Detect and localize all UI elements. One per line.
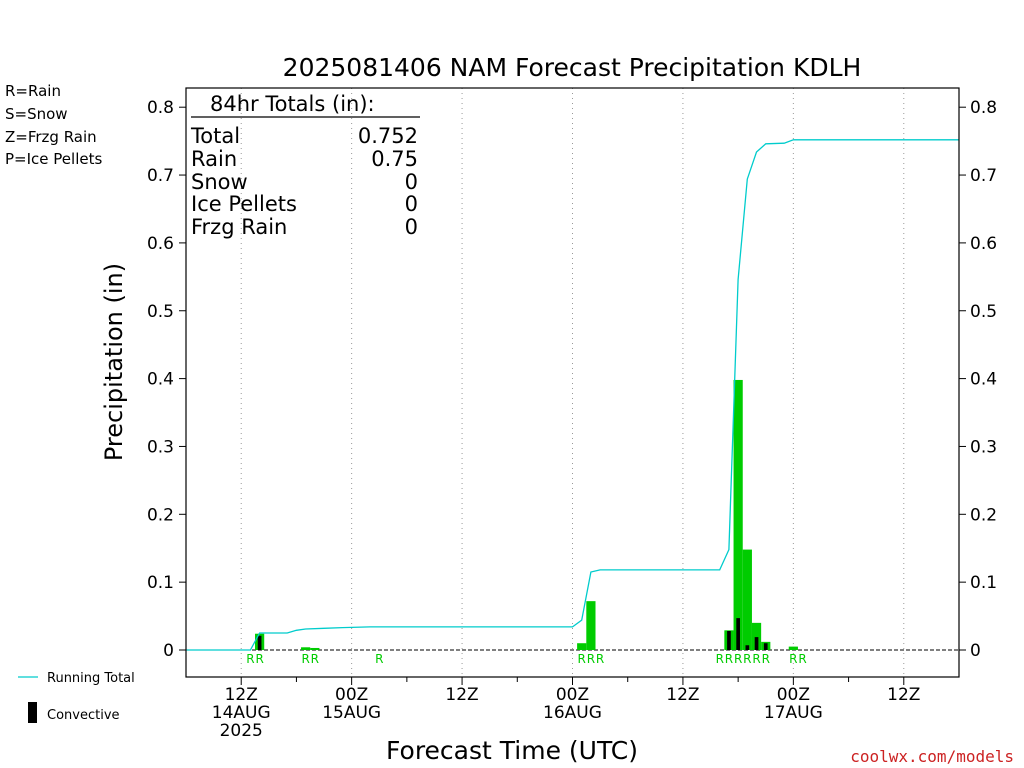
y-axis-label: Precipitation (in) [100, 263, 128, 461]
totals-value-total: 0.752 [358, 124, 418, 148]
y-tick-label-left: 0.3 [147, 437, 174, 457]
precip-type-mark: R [596, 652, 604, 666]
totals-value-ice-pellets: 0 [405, 192, 418, 216]
convective-legend-label: Convective [47, 708, 120, 723]
convective-bar [727, 631, 731, 650]
precip-type-mark: R [725, 652, 733, 666]
bottom-legend: Running Total Convective [18, 671, 135, 723]
x-tick-label: 15AUG [322, 703, 381, 723]
y-tick-label-left: 0.7 [147, 166, 174, 186]
legend-ice-pellets: P=Ice Pellets [5, 150, 102, 168]
y-tick-label-left: 0.1 [147, 573, 174, 593]
totals-value-frzg-rain: 0 [405, 215, 418, 239]
precip-type-mark: R [743, 652, 751, 666]
y-tick-label-right: 0 [970, 641, 981, 661]
credit-text: coolwx.com/models [850, 747, 1014, 766]
running-total-legend-label: Running Total [47, 671, 135, 686]
convective-legend-swatch [28, 702, 37, 723]
x-tick-label: 14AUG [212, 703, 271, 723]
precip-type-mark: R [734, 652, 742, 666]
precip-type-mark: R [311, 652, 319, 666]
y-tick-label-left: 0 [163, 641, 174, 661]
totals-header: 84hr Totals (in): [210, 92, 375, 116]
precip-bar [751, 622, 762, 650]
precip-type-mark: R [375, 652, 383, 666]
totals-value-rain: 0.75 [371, 147, 418, 171]
precip-type-mark: R [762, 652, 770, 666]
convective-bar [754, 637, 759, 650]
precip-type-mark: R [716, 652, 724, 666]
y-tick-label-right: 0.2 [970, 505, 997, 525]
y-tick-label-right: 0.4 [970, 370, 997, 390]
precip-bar [577, 643, 587, 650]
x-tick-label: 12Z [887, 685, 920, 705]
grid-layer [186, 88, 959, 677]
x-tick-label: 12Z [666, 685, 699, 705]
precip-bar [788, 646, 798, 650]
x-axis-label: Forecast Time (UTC) [386, 736, 638, 765]
convective-bar [736, 618, 740, 650]
axes-layer: 0 00.1 0.10.2 0.20.3 0.30.4 0.40.5 0.50.6 0.60.… [147, 87, 997, 741]
y-tick-label-right: 0.3 [970, 437, 997, 457]
totals-label-rain: Rain [191, 147, 237, 171]
legend-frzg-rain: Z=Frzg Rain [5, 128, 97, 146]
totals-label-ice-pellets: Ice Pellets [191, 192, 297, 216]
precip-bar [742, 549, 752, 650]
x-tick-label: 12Z [445, 685, 478, 705]
precip-type-mark: R [578, 652, 586, 666]
x-tick-label: 17AUG [764, 703, 823, 723]
totals-value-snow: 0 [405, 170, 418, 194]
precip-bar [733, 379, 743, 650]
precip-type-mark: R [752, 652, 760, 666]
y-tick-label-right: 0.1 [970, 573, 997, 593]
legend-snow: S=Snow [5, 105, 68, 123]
precip-type-mark: R [246, 652, 254, 666]
running-total-line [186, 139, 959, 651]
precip-type-legend: R=Rain S=Snow Z=Frzg Rain P=Ice Pellets [5, 82, 102, 168]
convective-bar [763, 643, 768, 650]
convective-bar [257, 635, 262, 650]
y-tick-label-right: 0.6 [970, 234, 997, 254]
precip-type-mark: R [587, 652, 595, 666]
y-tick-label-right: 0.5 [970, 302, 997, 322]
totals-label-frzg-rain: Frzg Rain [191, 215, 287, 239]
x-tick-label: 00Z [335, 685, 368, 705]
totals-box: 84hr Totals (in): Total 0.752 Rain 0.75 … [190, 92, 420, 239]
precip-bar [310, 647, 320, 650]
x-tick-label: 16AUG [543, 703, 602, 723]
y-tick-label-right: 0.8 [970, 98, 997, 118]
line-layer [186, 139, 959, 651]
chart-title: 2025081406 NAM Forecast Precipitation KD… [283, 53, 862, 82]
precip-type-mark: R [798, 652, 806, 666]
totals-label-snow: Snow [191, 170, 248, 194]
y-tick-label-left: 0.5 [147, 302, 174, 322]
precip-bar [301, 647, 311, 650]
x-tick-label: 00Z [556, 685, 589, 705]
precip-type-mark: R [789, 652, 797, 666]
legend-rain: R=Rain [5, 82, 61, 100]
y-tick-label-left: 0.8 [147, 98, 174, 118]
precip-type-mark: R [255, 652, 263, 666]
convective-bar [745, 645, 750, 650]
totals-label-total: Total [190, 124, 240, 148]
y-tick-label-left: 0.4 [147, 370, 174, 390]
y-tick-label-left: 0.6 [147, 234, 174, 254]
x-tick-label: 2025 [220, 721, 263, 741]
precip-type-mark: R [301, 652, 309, 666]
precip-bar [586, 601, 596, 650]
x-tick-label: 00Z [777, 685, 810, 705]
y-tick-label-right: 0.7 [970, 166, 997, 186]
x-tick-label: 12Z [225, 685, 258, 705]
y-tick-label-left: 0.2 [147, 505, 174, 525]
bars-layer [255, 379, 798, 650]
